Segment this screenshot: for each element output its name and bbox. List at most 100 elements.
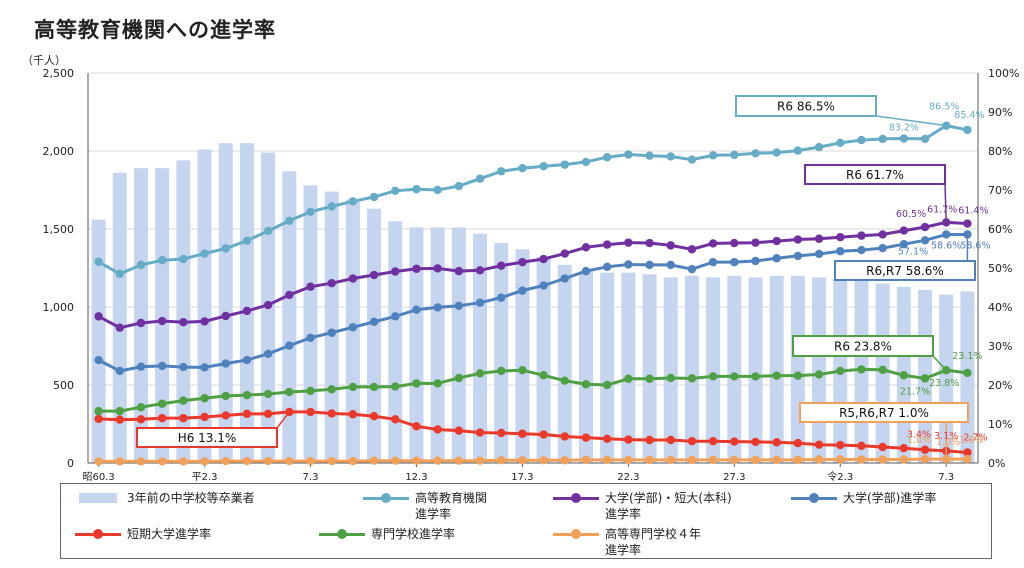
series-point	[200, 317, 209, 326]
series-point	[772, 254, 781, 263]
legend-item: 大学(学部)進学率	[789, 490, 936, 506]
series-point	[94, 355, 103, 365]
series-point	[666, 260, 675, 270]
series-point	[200, 412, 209, 422]
series-point	[963, 125, 972, 135]
series-point	[666, 373, 675, 383]
series-point	[327, 456, 336, 466]
series-point	[899, 371, 909, 380]
callout-box	[834, 260, 976, 281]
series-point	[772, 148, 781, 157]
series-point	[687, 245, 697, 254]
series-point	[157, 361, 167, 371]
series-point	[730, 455, 739, 465]
series-point	[793, 235, 803, 244]
series-point	[857, 455, 866, 464]
x-tick-label: 12.3	[405, 472, 427, 483]
legend-swatch	[73, 526, 123, 542]
data-label: 58.6%	[931, 240, 961, 251]
series-point	[687, 155, 697, 164]
series-point	[963, 454, 972, 464]
bar	[239, 143, 254, 463]
series-point	[391, 456, 400, 465]
y-left-tick-label: 500	[53, 379, 74, 392]
series-point	[857, 365, 866, 374]
legend-label: 大学(学部)・短大(本科) 進学率	[605, 491, 732, 521]
y-right-tick-label: 70%	[988, 184, 1012, 197]
series-point	[518, 163, 527, 173]
series-point	[518, 429, 527, 438]
callout-text: R6 23.8%	[834, 340, 892, 354]
callout-box	[735, 95, 877, 117]
series-point	[348, 323, 358, 332]
series-point	[602, 153, 612, 162]
callout-box	[136, 427, 278, 448]
series-point	[327, 202, 336, 211]
legend-label: 大学(学部)進学率	[843, 491, 937, 505]
series-point	[793, 371, 803, 380]
series-point	[391, 267, 400, 276]
series-point	[878, 134, 887, 144]
series-point	[348, 410, 358, 419]
series-point	[157, 399, 167, 408]
x-tick-label: 27.3	[723, 472, 745, 483]
series-point	[518, 365, 527, 375]
bar	[642, 274, 657, 463]
legend-label: 高等教育機関 進学率	[415, 491, 488, 521]
bar	[430, 227, 445, 463]
y-right-tick-label: 90%	[988, 106, 1012, 119]
series-point	[391, 382, 400, 391]
callout-text: R6 61.7%	[846, 168, 904, 182]
axes: 0 500 1,000 1,500 2,000 2,500 0% 10% 20% 30% 40% 50…	[43, 67, 1020, 483]
legend-swatch	[73, 490, 123, 506]
series-point	[136, 415, 146, 424]
series-point	[242, 409, 252, 419]
series-point	[306, 386, 315, 396]
series-point	[772, 371, 781, 380]
series-point	[242, 355, 252, 365]
series-point	[136, 457, 146, 466]
bar	[727, 275, 742, 463]
series-point	[920, 374, 930, 383]
legend-label: 3年前の中学校等卒業者	[127, 491, 255, 505]
series-point	[179, 254, 188, 264]
series-point	[772, 236, 781, 246]
x-tick-label: 平2.3	[192, 472, 218, 483]
series-point	[94, 457, 103, 466]
series-point	[475, 298, 485, 307]
series-point	[814, 142, 824, 152]
bar	[218, 143, 233, 463]
series-point	[539, 254, 548, 264]
series-point	[814, 440, 824, 449]
data-label: 83.2%	[889, 123, 919, 134]
series-point	[963, 368, 972, 378]
series-point	[708, 151, 718, 160]
series-point	[624, 435, 633, 444]
series-point	[306, 333, 315, 343]
bar	[663, 277, 678, 463]
series-point	[560, 274, 569, 283]
series-point	[624, 150, 633, 159]
y-left-tick-label: 0	[67, 457, 74, 470]
callout-text: R6,R7 58.6%	[866, 264, 944, 278]
series-point	[539, 371, 548, 380]
legend-item: 3年前の中学校等卒業者	[73, 490, 255, 506]
series-point	[115, 366, 124, 376]
legend-swatch	[361, 490, 411, 506]
series-point	[497, 167, 506, 176]
series-point	[963, 448, 972, 457]
series-point	[221, 411, 230, 420]
bar	[748, 277, 763, 463]
series-point	[730, 150, 739, 160]
series-point	[475, 266, 485, 275]
callouts: R6 86.5% R6 61.7% R6,R7 58.6% R6 23.8% R5,R6…	[136, 95, 976, 460]
y-right-tick-label: 50%	[988, 262, 1012, 275]
series-point	[242, 236, 252, 245]
series-point	[560, 249, 569, 258]
series-point	[687, 374, 697, 383]
series-point	[751, 455, 760, 465]
series-point	[179, 457, 188, 466]
legend-swatch	[317, 526, 367, 542]
legend-swatch	[789, 490, 839, 506]
series-point	[200, 249, 209, 258]
